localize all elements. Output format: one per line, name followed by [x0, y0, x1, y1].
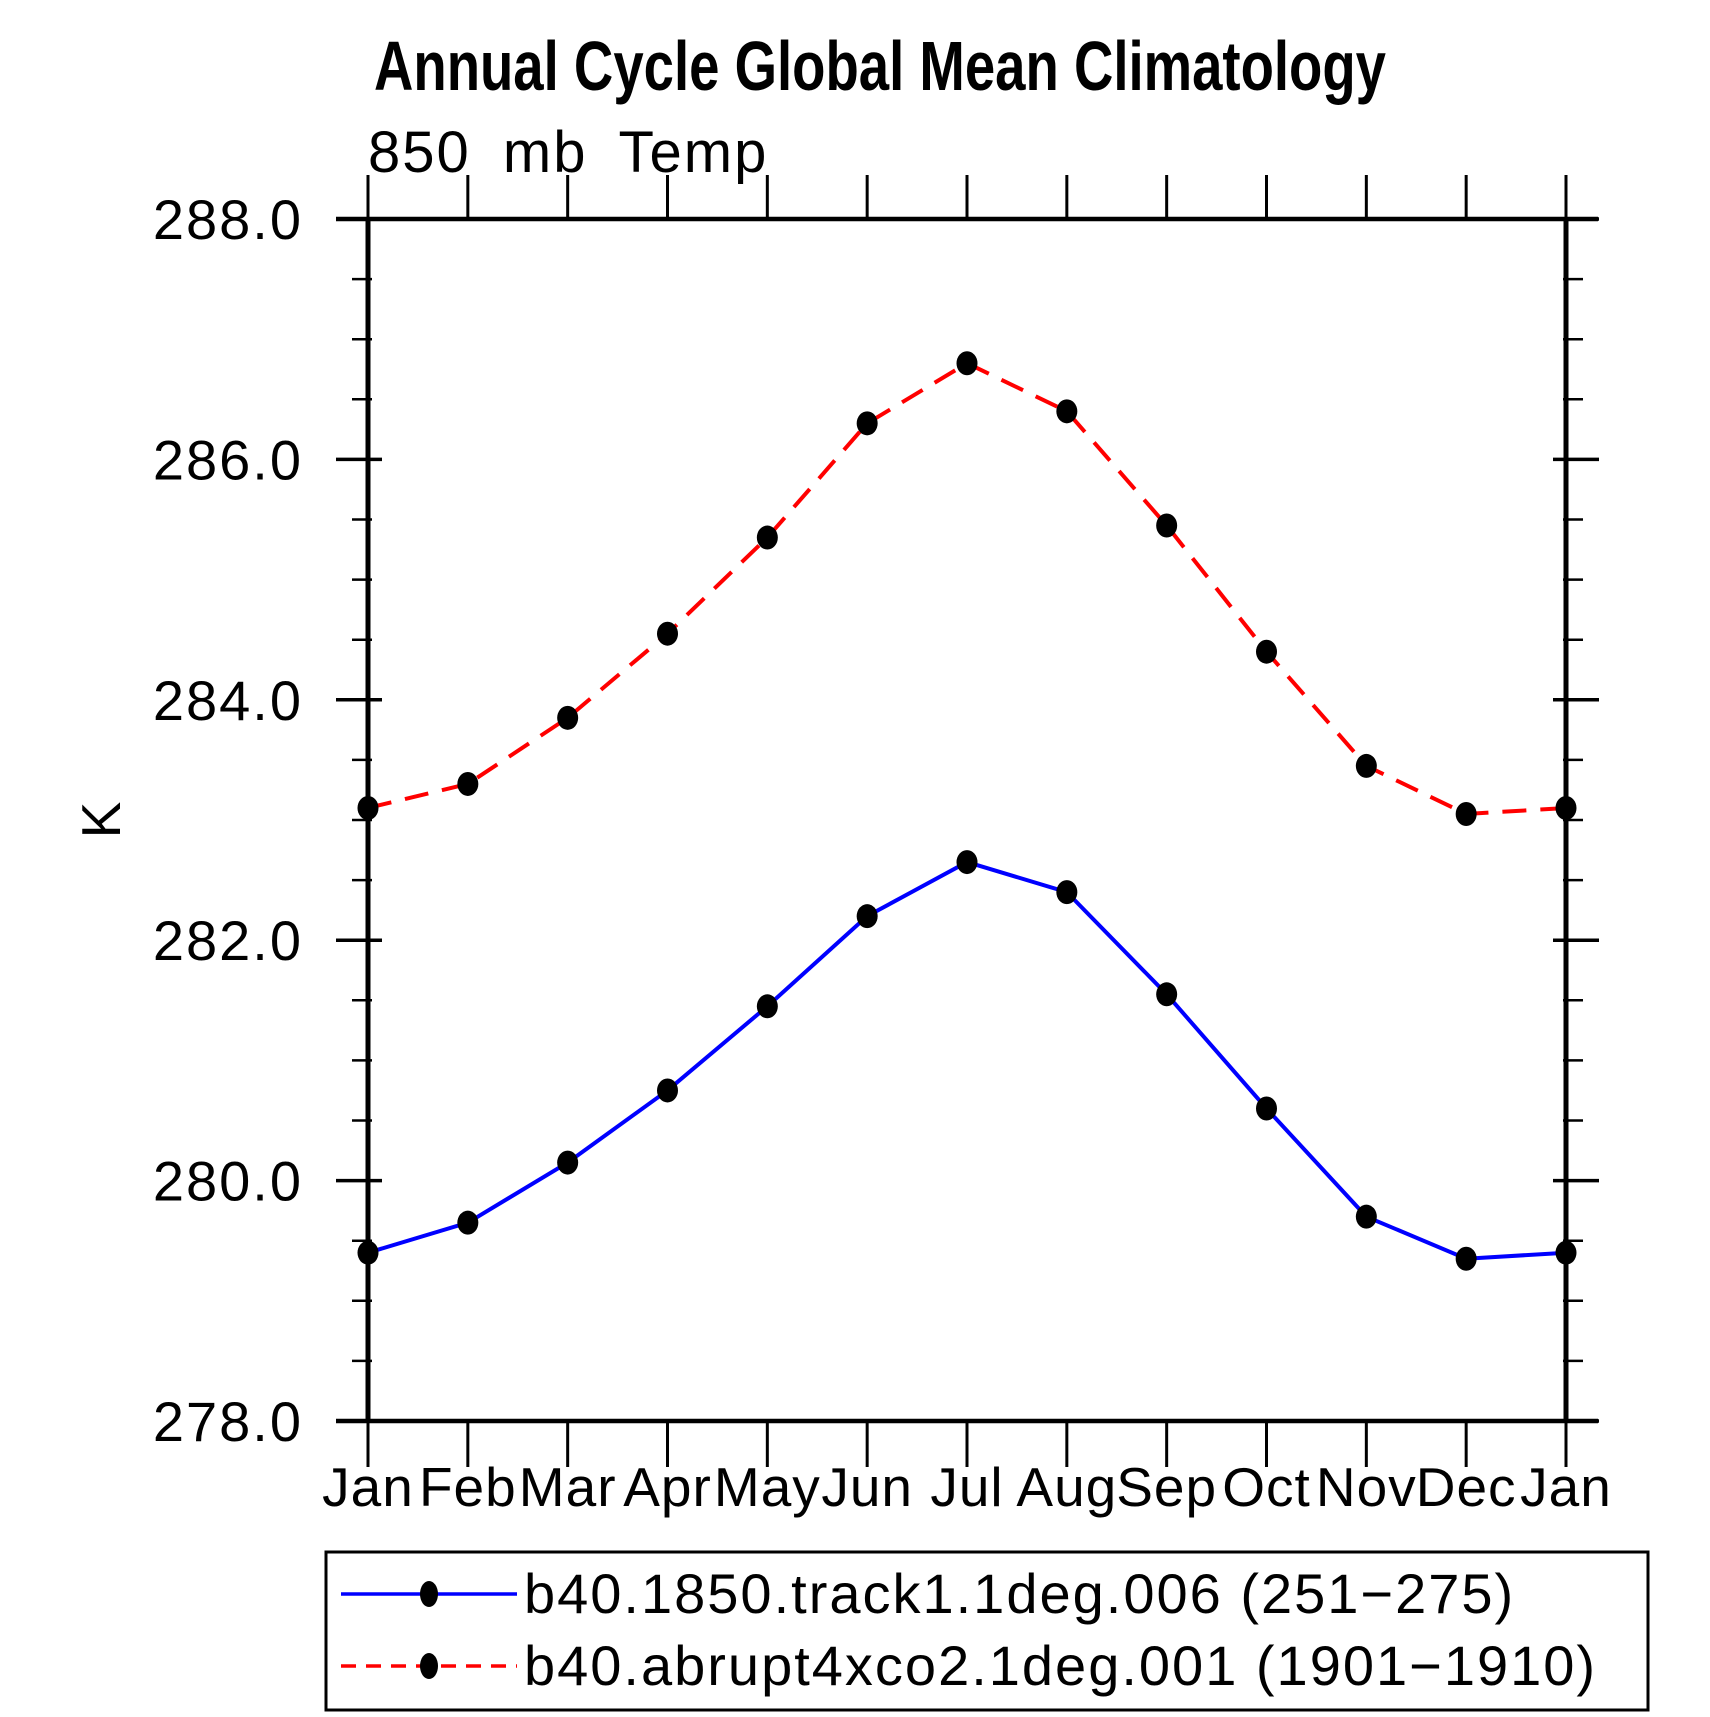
chart-subtitle: 850 mb Temp — [368, 120, 768, 185]
data-point-series-0 — [457, 1210, 479, 1235]
data-point-series-0 — [1156, 982, 1178, 1007]
data-point-series-0 — [1555, 1240, 1577, 1265]
x-tick-label: May — [714, 1456, 821, 1518]
x-tick-label: Jan — [322, 1456, 414, 1518]
x-tick-label: Oct — [1222, 1456, 1311, 1518]
legend-marker — [420, 1581, 438, 1607]
data-point-series-1 — [1156, 513, 1178, 538]
data-point-series-1 — [956, 351, 978, 376]
chart-title: Annual Cycle Global Mean Climatology — [374, 27, 1386, 105]
data-point-series-0 — [1256, 1096, 1277, 1121]
legend-border — [324, 1550, 1650, 1712]
x-tick-label: Jan — [1520, 1456, 1612, 1518]
data-point-series-1 — [756, 525, 778, 550]
x-tick-label: Apr — [623, 1456, 712, 1518]
y-tick-label: 280.0 — [153, 1150, 303, 1213]
y-tick-label: 286.0 — [153, 428, 303, 491]
data-point-series-0 — [1355, 1204, 1377, 1229]
legend-entry-label: b40.abrupt4xco2.1deg.001 (1901−1910) — [524, 1634, 1597, 1697]
x-tick-label: Mar — [519, 1456, 617, 1518]
data-point-series-0 — [357, 1240, 379, 1265]
y-axis-label: K — [70, 801, 132, 838]
y-tick-label: 288.0 — [153, 188, 303, 251]
data-point-series-0 — [1056, 880, 1078, 905]
legend-box: b40.1850.track1.1deg.006 (251−275) b40.ab… — [324, 1550, 1650, 1712]
data-point-series-1 — [457, 771, 479, 796]
data-point-series-1 — [1555, 795, 1577, 820]
data-point-series-1 — [1256, 639, 1277, 664]
data-point-series-0 — [557, 1150, 579, 1175]
data-point-series-1 — [357, 795, 379, 820]
data-point-series-1 — [856, 411, 878, 436]
x-tick-label: Aug — [1016, 1456, 1117, 1518]
x-tick-label: Dec — [1416, 1456, 1517, 1518]
data-point-series-0 — [956, 850, 978, 875]
series-line-1 — [367, 360, 1567, 817]
series-layer — [357, 351, 1577, 1271]
data-point-series-0 — [1455, 1246, 1477, 1271]
x-tick-label: Jun — [821, 1456, 913, 1518]
data-point-series-1 — [1355, 753, 1377, 778]
data-point-series-1 — [557, 705, 579, 730]
y-tick-label: 284.0 — [153, 669, 303, 732]
data-point-series-1 — [657, 621, 678, 646]
data-point-series-0 — [856, 904, 878, 929]
data-point-series-1 — [1056, 399, 1078, 424]
x-tick-label: Feb — [419, 1456, 517, 1518]
data-point-series-0 — [657, 1078, 678, 1103]
series-line-0 — [367, 859, 1567, 1261]
x-tick-label: Sep — [1116, 1456, 1217, 1518]
legend-entry-label: b40.1850.track1.1deg.006 (251−275) — [524, 1562, 1515, 1625]
x-tick-label: Nov — [1316, 1456, 1417, 1518]
legend-marker — [420, 1653, 438, 1679]
y-tick-label: 282.0 — [153, 909, 303, 972]
x-tick-label: Jul — [930, 1456, 1003, 1518]
data-point-series-1 — [1455, 801, 1477, 826]
data-point-series-0 — [756, 994, 778, 1019]
y-tick-label: 278.0 — [153, 1390, 303, 1453]
